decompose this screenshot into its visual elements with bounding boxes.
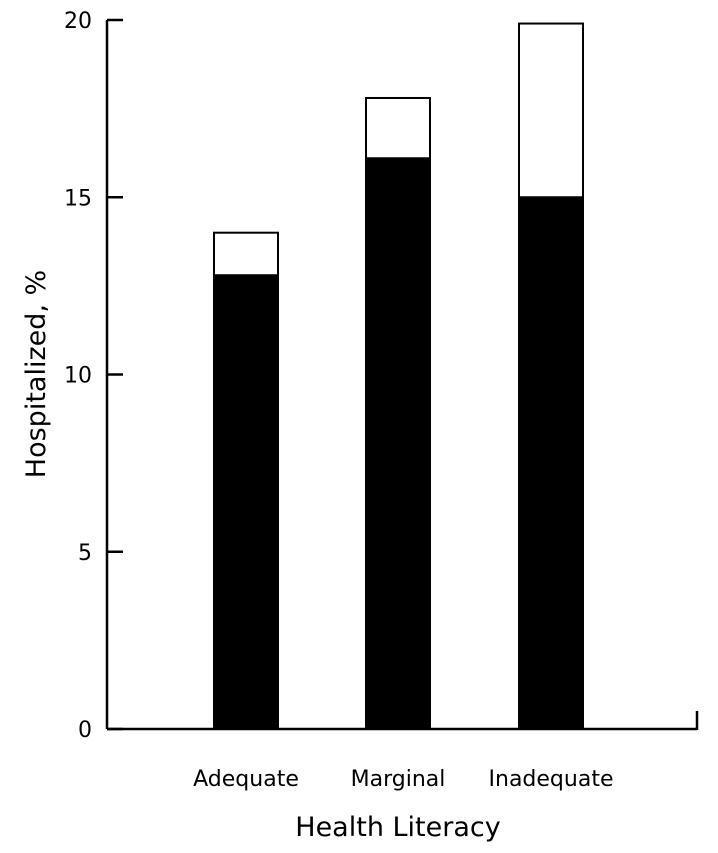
y-axis-title: Hospitalized, %	[21, 270, 52, 478]
bar-adequate-segment-2	[213, 231, 279, 277]
x-category-label: Inadequate	[489, 767, 614, 792]
bars-layer	[213, 22, 584, 730]
bar-marginal-segment-1	[365, 157, 431, 730]
y-tick-label: 20	[64, 9, 92, 34]
y-tick-label: 5	[78, 541, 92, 566]
bar-adequate-segment-1	[213, 274, 279, 730]
y-ticks: 0 5 10 15 20	[64, 9, 123, 743]
x-category-label: Adequate	[193, 767, 299, 792]
y-tick-label: 15	[64, 186, 92, 211]
x-axis-title: Health Literacy	[295, 812, 500, 843]
y-tick-label: 0	[78, 718, 92, 743]
x-category-label: Marginal	[351, 767, 446, 792]
bar-marginal-segment-2	[365, 96, 431, 160]
x-category-labels: Adequate Marginal Inadequate	[193, 767, 613, 792]
bar-inadequate-segment-1	[518, 196, 584, 730]
bar-inadequate-segment-2	[518, 22, 584, 199]
y-tick-label: 10	[64, 364, 92, 389]
